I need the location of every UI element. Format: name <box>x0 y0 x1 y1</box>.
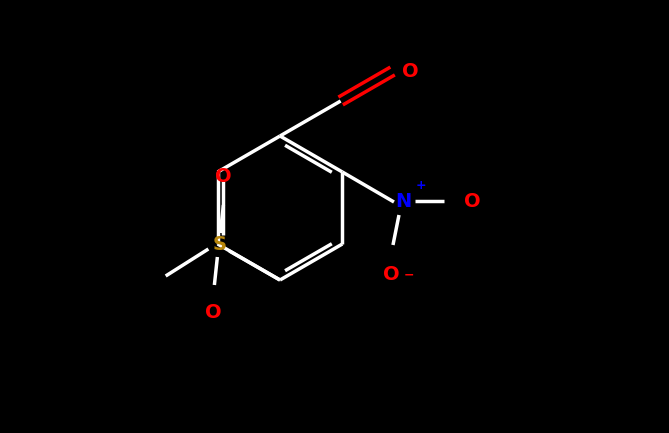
Text: −: − <box>403 268 414 281</box>
Text: O: O <box>464 191 480 210</box>
Text: N: N <box>395 191 411 210</box>
Text: O: O <box>383 265 399 284</box>
Text: O: O <box>402 61 419 81</box>
Text: S: S <box>212 236 226 255</box>
Text: O: O <box>215 168 231 187</box>
Text: +: + <box>415 178 426 191</box>
Text: O: O <box>205 304 221 323</box>
